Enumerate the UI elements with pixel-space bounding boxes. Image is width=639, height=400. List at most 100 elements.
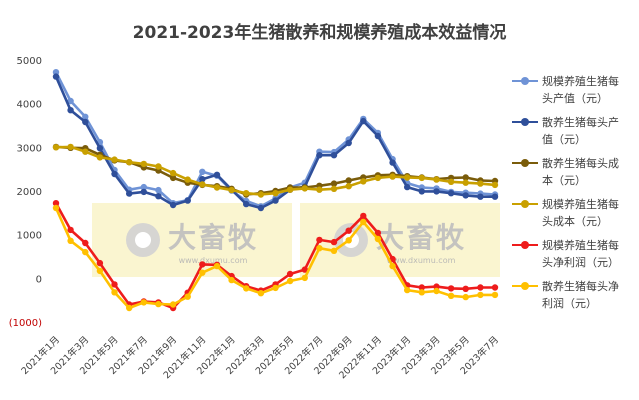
legend-swatch <box>512 158 538 168</box>
data-point <box>52 204 60 212</box>
data-point <box>155 300 162 308</box>
data-point <box>374 229 382 237</box>
data-point <box>169 174 177 182</box>
legend-entry: 规模养殖生猪每 头净利润（元） <box>512 237 637 277</box>
data-point <box>243 285 250 292</box>
data-point <box>301 266 308 273</box>
data-point <box>67 97 74 105</box>
data-point <box>433 287 440 295</box>
data-point <box>169 169 177 177</box>
y-tick-label: 3000 <box>17 143 42 154</box>
data-point <box>330 247 338 254</box>
y-tick-label: 5000 <box>17 56 42 67</box>
data-point <box>140 160 147 168</box>
data-point <box>389 262 396 270</box>
series-line <box>54 71 496 208</box>
data-point <box>447 178 455 185</box>
data-point <box>155 163 162 170</box>
data-point <box>96 267 104 275</box>
data-point <box>96 259 104 267</box>
data-point <box>96 154 104 161</box>
y-tick-label: (1000) <box>9 318 42 329</box>
data-point <box>404 286 411 294</box>
data-point <box>272 197 279 204</box>
y-tick-label: 2000 <box>17 187 42 198</box>
data-point <box>67 226 74 234</box>
data-point <box>140 299 147 306</box>
data-point <box>199 261 206 268</box>
legend-entry: 规模养殖生猪每 头成本（元） <box>512 196 637 236</box>
data-point <box>316 245 323 252</box>
legend-entry: 规模养殖生猪每 头产值（元） <box>512 73 637 113</box>
data-point <box>374 132 382 140</box>
data-point <box>52 144 60 151</box>
data-point <box>316 186 323 193</box>
data-point <box>477 291 484 299</box>
data-point <box>82 113 89 121</box>
legend-label: 散养生猪每头净 利润（元） <box>542 280 619 310</box>
data-point <box>330 152 338 159</box>
data-point <box>404 183 411 191</box>
data-point <box>199 269 206 276</box>
data-point <box>169 201 177 209</box>
data-point <box>126 304 133 312</box>
data-point <box>52 69 60 76</box>
legend-swatch <box>512 281 538 291</box>
series-4 <box>52 200 499 312</box>
data-point <box>286 270 294 278</box>
data-point <box>418 289 425 296</box>
data-point <box>199 168 206 175</box>
data-point <box>491 291 499 299</box>
series-5 <box>52 204 499 312</box>
data-point <box>243 190 250 197</box>
data-point <box>82 248 89 256</box>
data-point <box>345 183 352 190</box>
data-point <box>345 139 352 147</box>
data-point <box>433 283 440 290</box>
data-point <box>447 292 455 299</box>
legend-swatch <box>512 117 538 127</box>
watermark-text: 大畜牧 <box>167 220 258 254</box>
data-point <box>301 185 308 192</box>
legend-swatch <box>512 76 538 86</box>
data-point <box>111 289 118 296</box>
data-point <box>228 276 235 284</box>
data-point <box>418 174 425 182</box>
series-3 <box>52 143 499 198</box>
data-point <box>477 180 484 187</box>
data-point <box>462 293 469 301</box>
legend-label: 规模养殖生猪每 头产值（元） <box>542 75 619 105</box>
data-point <box>491 284 499 291</box>
data-point <box>462 179 469 186</box>
data-point <box>477 193 484 200</box>
data-point <box>462 174 469 181</box>
data-point <box>330 185 338 192</box>
legend-entry: 散养生猪每头净 利润（元） <box>512 278 637 318</box>
legend-label: 散养生猪每头产 值（元） <box>542 116 619 146</box>
data-point <box>360 117 367 125</box>
data-point <box>96 145 104 152</box>
data-point <box>257 191 265 198</box>
data-point <box>67 143 74 151</box>
data-point <box>491 181 499 189</box>
data-point <box>67 237 74 244</box>
data-point <box>213 171 221 178</box>
data-point <box>389 159 396 166</box>
watermark: 大畜牧 www.dxumu.com <box>92 203 292 277</box>
data-point <box>155 186 162 194</box>
data-point <box>111 156 118 163</box>
watermark-url: www.dxumu.com <box>178 255 248 265</box>
data-point <box>140 188 147 196</box>
data-point <box>52 200 60 207</box>
data-point <box>345 177 352 184</box>
data-point <box>52 73 60 80</box>
data-point <box>374 235 382 243</box>
data-point <box>418 188 425 195</box>
data-point <box>243 200 250 208</box>
data-point <box>418 284 425 291</box>
data-point <box>462 285 469 292</box>
data-point <box>199 176 206 183</box>
data-point <box>184 293 191 300</box>
data-point <box>213 262 221 270</box>
